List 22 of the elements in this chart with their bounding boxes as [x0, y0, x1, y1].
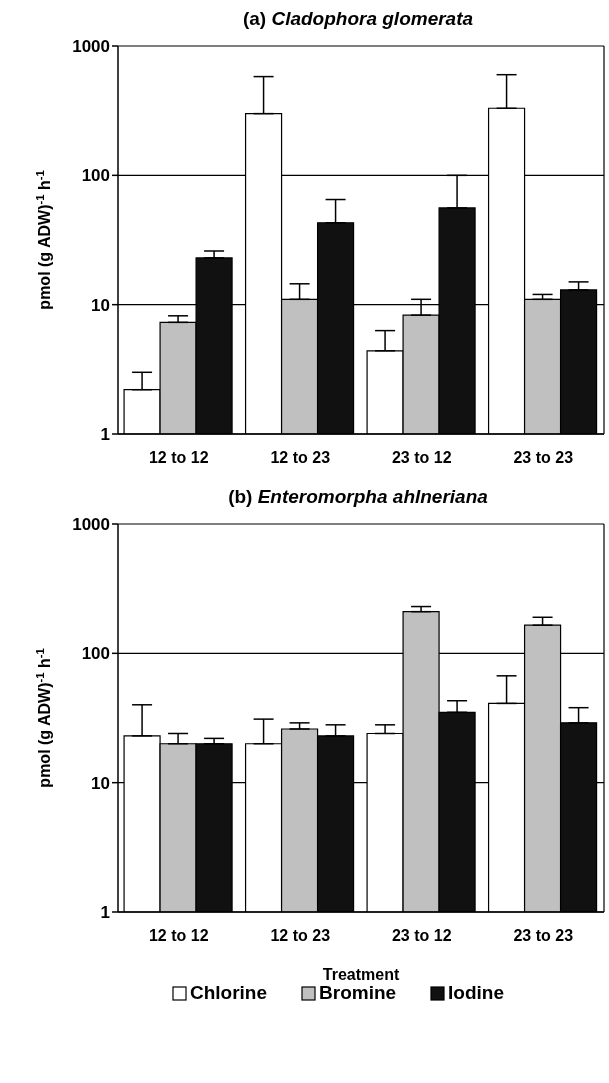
- x-tick-label: 23 to 23: [513, 449, 574, 467]
- x-tick-label: 12 to 12: [148, 449, 209, 467]
- legend-label: Chlorine: [189, 982, 268, 1004]
- legend-label: Bromine: [319, 982, 397, 1004]
- legend-label: Iodine: [448, 982, 505, 1004]
- x-axis-title: Treatment: [322, 966, 400, 983]
- y-tick-label: 1: [100, 425, 110, 445]
- x-tick-label: 12 to 23: [270, 927, 331, 945]
- chart-title: (b) Enteromorpha ahlneriana: [227, 486, 489, 509]
- x-tick-label: 23 to 23: [513, 927, 574, 945]
- y-tick-label: 100: [81, 166, 110, 186]
- y-tick-label: 1: [100, 903, 110, 923]
- y-tick-label: 10: [91, 773, 110, 793]
- y-tick-label: 10: [91, 295, 110, 315]
- x-tick-label: 23 to 12: [391, 449, 452, 467]
- chart-title: (a) Cladophora glomerata: [241, 8, 475, 31]
- y-tick-label: 1000: [72, 515, 110, 535]
- x-tick-label: 12 to 12: [148, 927, 209, 945]
- x-tick-label: 12 to 23: [270, 449, 331, 467]
- x-tick-label: 23 to 12: [391, 927, 452, 945]
- y-tick-label: 100: [81, 644, 110, 664]
- y-tick-label: 1000: [72, 37, 110, 57]
